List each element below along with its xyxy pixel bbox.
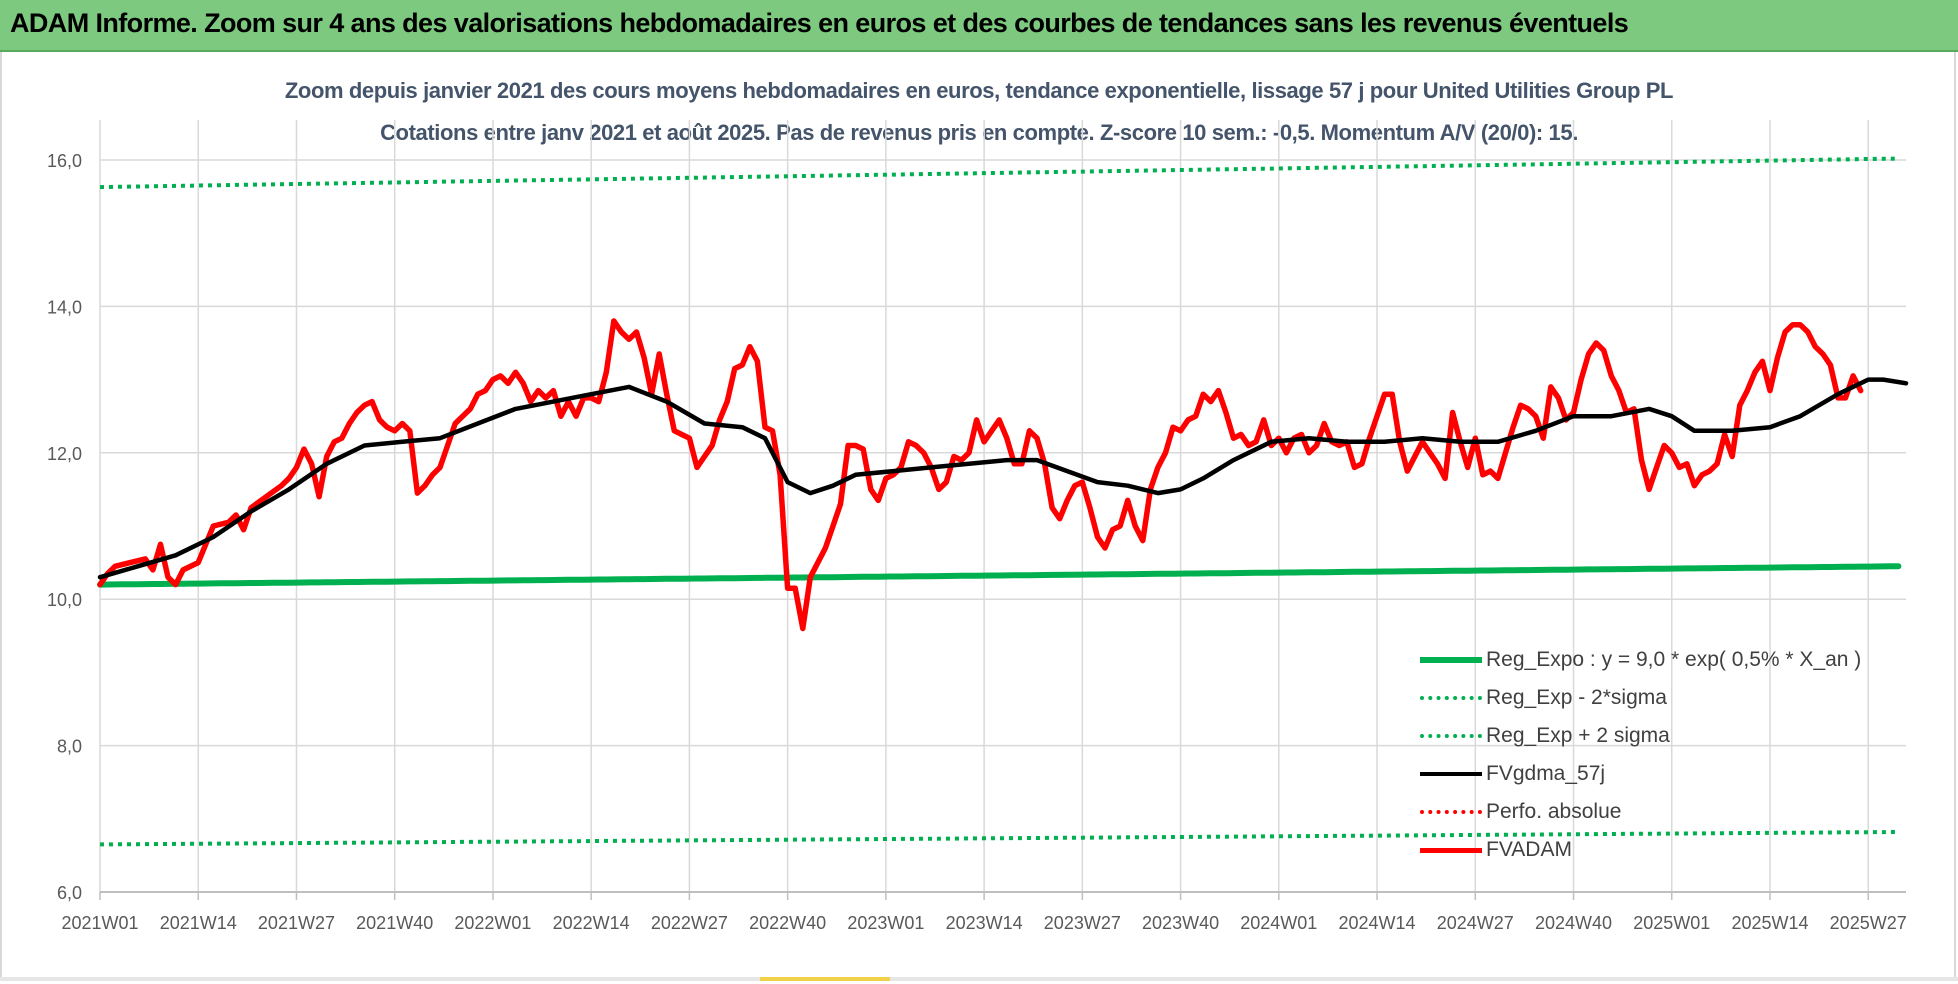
y-tick-label: 16,0: [47, 151, 82, 171]
x-tick-label: 2022W27: [651, 913, 728, 933]
x-tick-label: 2025W14: [1731, 913, 1808, 933]
series-line: [100, 830, 1899, 847]
series-line: [97, 318, 1864, 632]
legend-swatch: [1420, 810, 1482, 814]
x-tick-label: 2022W14: [553, 913, 630, 933]
chart-title: Zoom depuis janvier 2021 des cours moyen…: [284, 78, 1674, 103]
report-title: ADAM Informe. Zoom sur 4 ans des valoris…: [10, 8, 1629, 38]
x-tick-label: 2024W14: [1339, 913, 1416, 933]
legend-item: FVADAM: [1420, 831, 1900, 869]
legend-swatch: [1420, 657, 1482, 663]
bottom-accent-bar: [760, 977, 890, 981]
chart-frame: [0, 52, 1956, 980]
legend-item: Reg_Expo : y = 9,0 * exp( 0,5% * X_an ): [1420, 641, 1900, 679]
series-line: [99, 156, 1899, 190]
legend-label: Reg_Exp - 2*sigma: [1486, 686, 1667, 709]
chart-subtitle: Cotations entre janv 2021 et août 2025. …: [380, 120, 1578, 145]
x-tick-label: 2024W40: [1535, 913, 1612, 933]
legend-swatch: [1420, 696, 1482, 700]
legend-label: FVgdma_57j: [1486, 762, 1606, 785]
legend-label: Reg_Expo : y = 9,0 * exp( 0,5% * X_an ): [1486, 648, 1862, 671]
y-tick-label: 6,0: [57, 883, 82, 903]
chart-legend: Reg_Expo : y = 9,0 * exp( 0,5% * X_an ) R…: [1420, 641, 1900, 869]
series-line: [97, 377, 1909, 580]
x-tick-label: 2025W27: [1830, 913, 1907, 933]
y-tick-label: 12,0: [47, 444, 82, 464]
bottom-border: [0, 977, 1958, 981]
x-tick-label: 2024W01: [1240, 913, 1317, 933]
y-tick-label: 14,0: [47, 297, 82, 317]
x-tick-label: 2022W01: [454, 913, 531, 933]
y-tick-label: 10,0: [47, 590, 82, 610]
x-tick-label: 2023W01: [847, 913, 924, 933]
legend-item: Reg_Exp - 2*sigma: [1420, 679, 1900, 717]
legend-item: Perfo. absolue: [1420, 793, 1900, 831]
legend-swatch: [1420, 847, 1482, 853]
x-tick-label: 2021W01: [61, 913, 138, 933]
legend-swatch: [1420, 772, 1482, 776]
legend-swatch: [1420, 734, 1482, 738]
x-tick-label: 2023W27: [1044, 913, 1121, 933]
legend-item: Reg_Exp + 2 sigma: [1420, 717, 1900, 755]
legend-label: Reg_Exp + 2 sigma: [1486, 724, 1670, 747]
x-tick-label: 2021W40: [356, 913, 433, 933]
legend-label: FVADAM: [1486, 838, 1572, 861]
x-tick-label: 2025W01: [1633, 913, 1710, 933]
x-tick-label: 2021W14: [160, 913, 237, 933]
x-tick-label: 2023W14: [946, 913, 1023, 933]
y-tick-label: 8,0: [57, 737, 82, 757]
x-tick-label: 2023W40: [1142, 913, 1219, 933]
report-banner: ADAM Informe. Zoom sur 4 ans des valoris…: [0, 0, 1958, 52]
series-line: [97, 563, 1902, 588]
x-tick-label: 2024W27: [1437, 913, 1514, 933]
x-tick-label: 2022W40: [749, 913, 826, 933]
x-tick-label: 2021W27: [258, 913, 335, 933]
legend-item: FVgdma_57j: [1420, 755, 1900, 793]
legend-label: Perfo. absolue: [1486, 800, 1622, 823]
